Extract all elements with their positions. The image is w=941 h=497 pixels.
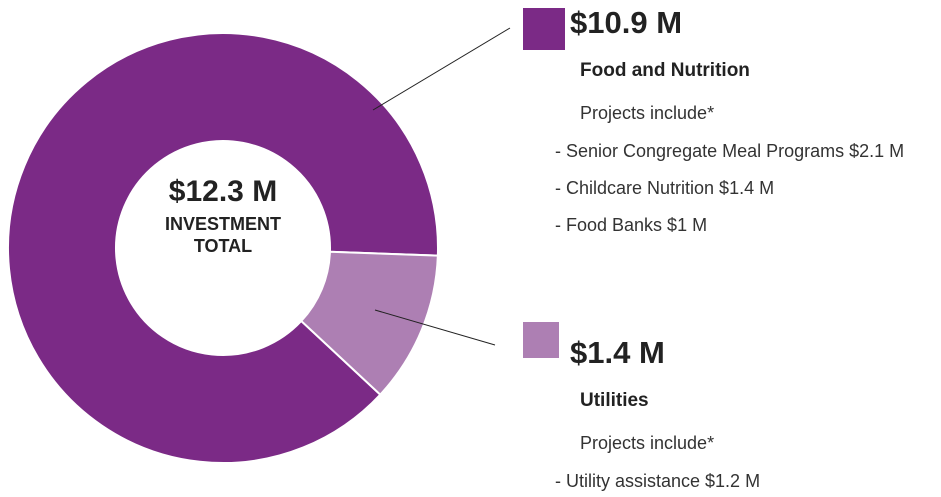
leader-line: [372, 27, 511, 111]
category-label: Food and Nutrition: [580, 60, 750, 81]
legend-swatch: [523, 322, 559, 358]
project-item: - Food Banks $1 M: [555, 215, 708, 235]
donut-slice: [299, 250, 439, 397]
project-item: - Senior Congregate Meal Programs $2.1 M: [555, 141, 905, 161]
legend-swatch: [523, 8, 565, 50]
value-label: $1.4 M: [570, 335, 665, 370]
donut-slice: [7, 32, 439, 464]
projects-intro: Projects include*: [580, 103, 715, 123]
center-caption: INVESTMENT TOTAL: [164, 214, 281, 256]
projects-intro: Projects include*: [580, 433, 715, 453]
center-label: $12.3 M INVESTMENT TOTAL: [123, 175, 323, 257]
project-item: - Utility assistance $1.2 M: [555, 471, 761, 491]
center-value: $12.3 M: [168, 175, 278, 208]
category-label: Utilities: [580, 390, 649, 411]
project-item: - Childcare Nutrition $1.4 M: [555, 178, 775, 198]
leader-line: [374, 309, 496, 346]
value-label: $10.9 M: [570, 5, 683, 40]
